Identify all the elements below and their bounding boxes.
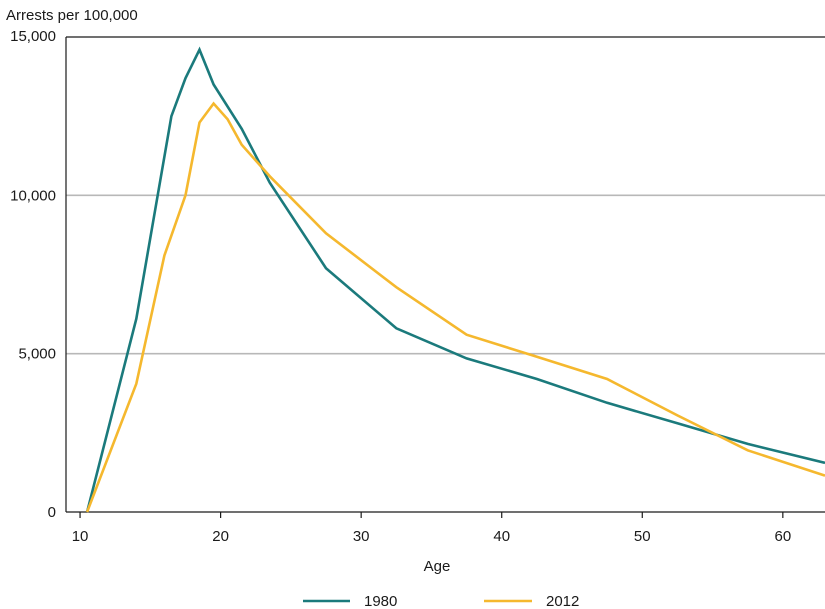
legend: 1980 2012 (303, 593, 579, 609)
x-tick-label: 10 (72, 528, 89, 545)
series-line-1980 (85, 46, 825, 513)
x-tick-label: 50 (634, 528, 651, 545)
x-axis-label: Age (424, 558, 451, 575)
y-axis-label: Arrests per 100,000 (6, 7, 138, 24)
x-tick-label: 40 (493, 528, 510, 545)
y-tick-label: 10,000 (10, 187, 56, 204)
y-tick-label: 15,000 (10, 28, 56, 45)
y-tick-label: 0 (48, 504, 56, 521)
x-tick-label: 30 (353, 528, 370, 545)
series-line-2012 (85, 101, 825, 513)
x-tick-label: 60 (774, 528, 791, 545)
x-tick-label: 20 (212, 528, 229, 545)
legend-label-1980: 1980 (364, 593, 397, 609)
gridlines (66, 194, 825, 355)
series-lines (85, 46, 825, 513)
tick-labels: 0 5,000 10,000 15,000 10 20 30 40 50 60 (10, 28, 791, 545)
axes (65, 36, 825, 513)
legend-label-2012: 2012 (546, 593, 579, 609)
y-tick-label: 5,000 (18, 346, 56, 363)
